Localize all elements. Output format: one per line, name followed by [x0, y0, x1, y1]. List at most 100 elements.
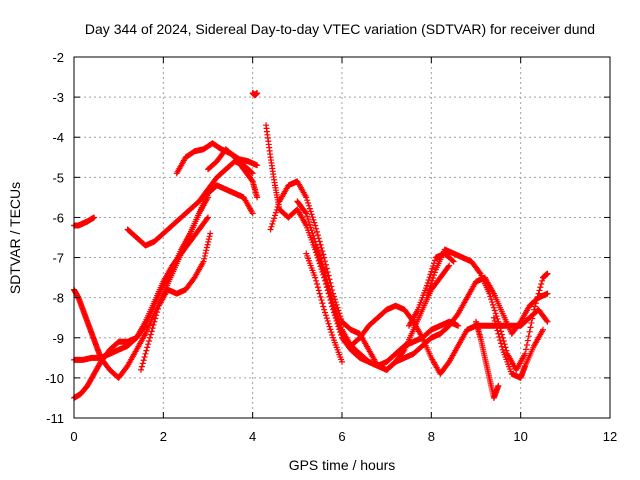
data-point: [491, 307, 498, 314]
data-point: [320, 251, 327, 258]
data-point: [145, 341, 152, 348]
data-point: [487, 293, 494, 300]
series-track-e: [124, 158, 256, 249]
data-point: [201, 252, 208, 259]
data-point: [423, 282, 430, 289]
y-axis-title: SDTVAR / TECUs: [7, 182, 23, 294]
data-point: [326, 289, 333, 296]
data-point: [489, 301, 496, 308]
data-point: [328, 296, 335, 303]
data-point: [254, 194, 261, 201]
data-point: [320, 267, 327, 274]
data-point: [272, 209, 279, 216]
data-point: [492, 321, 499, 328]
data-point: [531, 303, 538, 310]
data-point: [146, 334, 153, 341]
data-point: [312, 222, 319, 229]
data-point: [529, 315, 536, 322]
data-point: [306, 205, 313, 212]
data-point: [524, 337, 531, 344]
data-point: [307, 208, 314, 215]
data-point: [142, 350, 149, 357]
data-point: [446, 262, 453, 269]
data-point: [205, 238, 212, 245]
data-point: [431, 269, 438, 276]
data-point: [321, 254, 328, 261]
y-tick-label: -7: [52, 251, 64, 266]
data-point: [522, 350, 529, 357]
data-point: [429, 277, 436, 284]
data-point: [324, 268, 331, 275]
data-point: [311, 235, 318, 242]
y-tick-label: -11: [46, 411, 64, 426]
data-point: [329, 299, 336, 306]
data-point: [450, 258, 457, 265]
data-point: [307, 224, 314, 231]
data-point: [313, 245, 320, 252]
data-point: [273, 206, 280, 213]
data-point: [308, 211, 315, 218]
data-point: [143, 347, 150, 354]
data-point: [426, 286, 433, 293]
data-point: [532, 300, 539, 307]
data-point: [544, 290, 551, 297]
y-tick-label: -8: [52, 291, 64, 306]
x-tick-label: 8: [428, 429, 435, 444]
data-point: [314, 250, 321, 257]
data-point: [138, 366, 144, 373]
data-point: [314, 232, 321, 239]
grid-lines: [74, 57, 610, 418]
data-point: [154, 309, 161, 316]
data-point: [312, 274, 319, 281]
data-point: [334, 316, 341, 323]
data-point: [138, 363, 145, 370]
data-point: [315, 253, 322, 260]
data-point: [204, 215, 211, 222]
data-point: [490, 314, 497, 321]
data-point: [202, 250, 209, 257]
data-point: [425, 289, 432, 296]
data-point: [313, 277, 320, 284]
data-point: [206, 233, 213, 240]
data-point: [429, 265, 436, 272]
data-point: [337, 325, 344, 332]
data-point: [427, 283, 434, 290]
data-point: [248, 169, 255, 176]
data-point: [544, 270, 551, 277]
data-point: [325, 286, 332, 293]
data-point: [328, 329, 335, 336]
data-point: [203, 247, 210, 254]
data-point: [249, 210, 256, 217]
data-point: [305, 202, 312, 209]
data-point: [486, 290, 493, 297]
data-point: [322, 312, 329, 319]
data-point: [543, 317, 550, 324]
data-point: [490, 304, 497, 311]
data-point: [427, 271, 434, 278]
axis-ticks: [73, 56, 611, 419]
data-point: [254, 162, 261, 169]
data-point: [317, 259, 324, 266]
data-point: [311, 219, 318, 226]
x-tick-label: 0: [70, 429, 77, 444]
data-point: [308, 227, 315, 234]
data-point: [304, 213, 311, 220]
data-point: [424, 291, 431, 298]
data-point: [149, 325, 156, 332]
data-point: [330, 305, 337, 312]
data-point: [327, 293, 334, 300]
data-point: [495, 330, 502, 337]
data-point: [323, 315, 330, 322]
data-point: [537, 284, 544, 291]
data-point: [321, 306, 328, 313]
data-point: [268, 223, 275, 230]
data-point: [275, 201, 282, 208]
data-point: [329, 331, 336, 338]
data-point: [150, 321, 157, 328]
data-point: [306, 221, 313, 228]
data-point: [316, 290, 323, 297]
data-point: [315, 287, 322, 294]
data-point: [523, 346, 530, 353]
x-tick-label: 4: [249, 429, 256, 444]
